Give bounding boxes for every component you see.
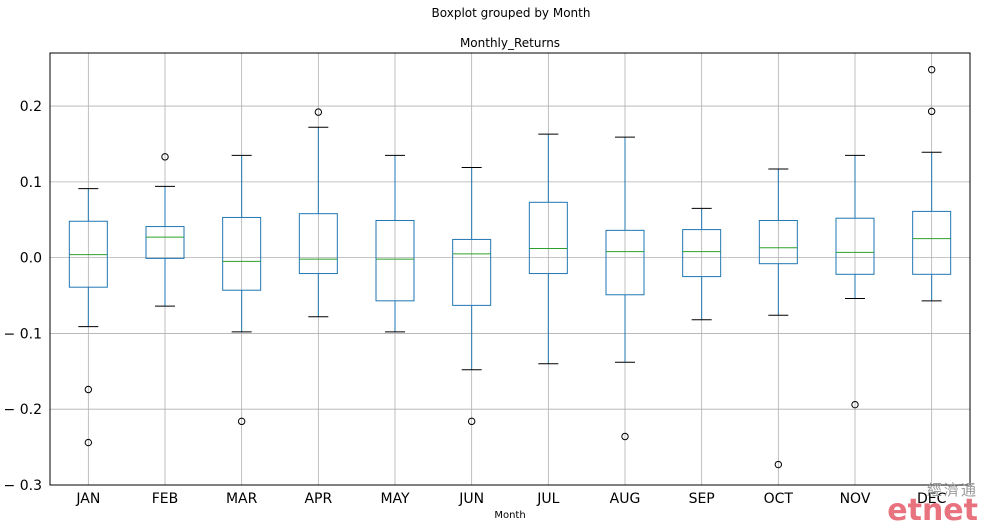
x-tick-label: APR	[304, 491, 332, 507]
x-axis-ticks: JAN FEB MAR APR MAY JUN JUL AUG SEP OCT NOV DEC	[75, 491, 946, 507]
outlier-point	[314, 108, 323, 116]
iqr-box	[452, 238, 492, 306]
outlier-point	[621, 432, 629, 441]
y-axis-ticks: 0.2 0.1 0.0 − 0.1 − 0.2 − 0.3	[4, 99, 42, 494]
chart-title: Monthly_Returns	[460, 36, 560, 50]
x-tick-label: OCT	[764, 491, 794, 507]
chart-suptitle: Boxplot grouped by Month	[432, 6, 591, 20]
box-apr	[298, 108, 338, 318]
box-oct	[758, 168, 798, 469]
x-tick-label: MAR	[226, 491, 258, 507]
x-tick-label: DEC	[917, 491, 947, 507]
box-dec	[912, 65, 952, 302]
outlier-point	[927, 107, 936, 116]
outlier-point	[237, 417, 246, 426]
outlier-point	[851, 400, 859, 409]
x-tick-label: SEP	[689, 491, 715, 507]
x-tick-label: MAY	[380, 491, 410, 507]
box-jan	[68, 188, 108, 447]
iqr-box	[375, 219, 415, 302]
watermark-chinese-text: 經濟通	[926, 481, 978, 499]
x-tick-label: AUG	[610, 491, 641, 507]
x-tick-label: JUL	[536, 491, 559, 507]
iqr-box	[835, 217, 875, 275]
outlier-point	[161, 153, 169, 161]
y-tick-label: − 0.3	[4, 478, 42, 494]
plot-frame	[49, 52, 971, 486]
etnet-logo: etnet	[887, 493, 978, 528]
iqr-box	[912, 210, 952, 275]
box-sep	[682, 207, 722, 321]
box-nov	[835, 154, 875, 409]
y-tick-label: 0.0	[20, 251, 42, 267]
box-feb	[145, 153, 185, 307]
iqr-box	[605, 229, 645, 296]
y-tick-label: − 0.1	[4, 326, 42, 342]
box-mar	[222, 154, 262, 426]
y-tick-label: 0.1	[20, 175, 42, 191]
x-tick-label: JAN	[75, 491, 100, 507]
iqr-box	[298, 213, 338, 275]
iqr-box	[682, 229, 722, 278]
outlier-point	[467, 417, 476, 426]
y-tick-label: − 0.2	[4, 402, 42, 418]
grid	[50, 53, 970, 486]
x-tick-label: NOV	[840, 491, 871, 507]
iqr-box	[222, 216, 262, 291]
box-series	[68, 65, 952, 469]
box-aug	[605, 136, 645, 441]
box-jun	[452, 166, 492, 426]
outlier-point	[927, 65, 936, 74]
iqr-box	[528, 201, 568, 275]
x-axis-label: Month	[494, 510, 525, 521]
iqr-box	[145, 226, 185, 259]
x-tick-label: FEB	[152, 491, 179, 507]
etnet-watermark: 經濟通 etnet	[887, 483, 978, 526]
box-may	[375, 154, 415, 333]
outlier-point	[774, 460, 783, 469]
y-tick-label: 0.2	[20, 99, 42, 115]
box-jul	[528, 133, 568, 365]
x-tick-label: JUN	[458, 491, 484, 507]
iqr-box	[758, 219, 798, 265]
outlier-point	[84, 438, 93, 447]
outlier-point	[84, 385, 93, 394]
